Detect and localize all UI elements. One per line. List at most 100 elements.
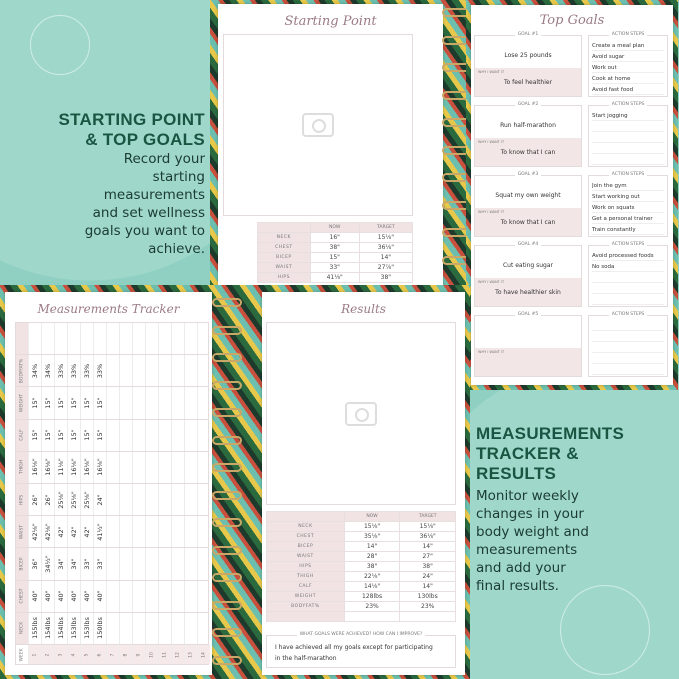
tracker-cell[interactable]: 15" — [41, 419, 54, 451]
tracker-cell[interactable]: 36" — [28, 548, 41, 580]
tracker-cell[interactable] — [132, 451, 145, 483]
tracker-cell[interactable] — [119, 548, 132, 580]
tracker-cell[interactable]: 153lbs — [67, 612, 80, 644]
tracker-cell[interactable] — [158, 451, 171, 483]
tracker-cell[interactable] — [158, 484, 171, 516]
tracker-cell[interactable] — [145, 419, 158, 451]
tracker-cell[interactable] — [106, 580, 119, 612]
tracker-cell[interactable] — [197, 548, 210, 580]
tracker-cell[interactable] — [145, 323, 158, 355]
tracker-cell[interactable]: 15" — [67, 419, 80, 451]
tracker-cell[interactable] — [184, 580, 197, 612]
tracker-cell[interactable]: 16⅛" — [67, 451, 80, 483]
tracker-cell[interactable]: 41½" — [93, 516, 106, 548]
tracker-cell[interactable] — [197, 355, 210, 387]
tracker-cell[interactable]: 15" — [93, 387, 106, 419]
tracker-cell[interactable] — [158, 516, 171, 548]
tracker-cell[interactable] — [119, 387, 132, 419]
tracker-cell[interactable] — [132, 419, 145, 451]
tracker-cell[interactable] — [197, 484, 210, 516]
photo-placeholder[interactable] — [266, 322, 456, 505]
action-steps-box[interactable]: ACTION STEPS Join the gym Start working ou… — [588, 172, 668, 237]
tracker-cell[interactable] — [119, 451, 132, 483]
tracker-cell[interactable]: 16⅛" — [93, 451, 106, 483]
tracker-cell[interactable]: 40" — [28, 580, 41, 612]
tracker-cell[interactable]: 34% — [28, 355, 41, 387]
tracker-cell[interactable] — [145, 355, 158, 387]
tracker-cell[interactable] — [184, 612, 197, 644]
tracker-cell[interactable] — [145, 484, 158, 516]
tracker-cell[interactable]: 154lbs — [54, 612, 67, 644]
tracker-cell[interactable] — [132, 516, 145, 548]
tracker-cell[interactable] — [132, 484, 145, 516]
tracker-cell[interactable] — [171, 323, 184, 355]
goal-box[interactable]: GOAL #4 Cut eating sugar WHY I WANT IT To h… — [474, 242, 582, 307]
tracker-cell[interactable] — [184, 516, 197, 548]
tracker-cell[interactable] — [184, 419, 197, 451]
tracker-cell[interactable]: 26" — [41, 484, 54, 516]
tracker-cell[interactable] — [184, 451, 197, 483]
goal-box[interactable]: GOAL #3 Squat my own weight WHY I WANT IT T… — [474, 172, 582, 237]
tracker-cell[interactable] — [197, 419, 210, 451]
tracker-cell[interactable]: 25⅛" — [80, 484, 93, 516]
action-steps-box[interactable]: ACTION STEPS Start jogging — [588, 102, 668, 167]
tracker-cell[interactable] — [145, 387, 158, 419]
tracker-cell[interactable] — [132, 387, 145, 419]
tracker-cell[interactable] — [171, 580, 184, 612]
tracker-cell[interactable] — [171, 387, 184, 419]
tracker-cell[interactable] — [132, 548, 145, 580]
tracker-cell[interactable]: 15" — [28, 387, 41, 419]
tracker-cell[interactable] — [145, 580, 158, 612]
tracker-cell[interactable] — [145, 612, 158, 644]
tracker-cell[interactable]: 33% — [80, 355, 93, 387]
goal-box[interactable]: GOAL #1 Lose 25 pounds WHY I WANT IT To fee… — [474, 32, 582, 97]
tracker-cell[interactable] — [119, 484, 132, 516]
tracker-cell[interactable] — [41, 323, 54, 355]
tracker-cell[interactable]: 42⅛" — [28, 516, 41, 548]
tracker-cell[interactable] — [171, 548, 184, 580]
tracker-cell[interactable]: 11⅛" — [54, 451, 67, 483]
tracker-cell[interactable] — [171, 516, 184, 548]
results-notes[interactable]: WHAT GOALS WERE ACHIEVED? HOW CAN I IMPR… — [266, 632, 456, 668]
tracker-cell[interactable] — [119, 516, 132, 548]
tracker-cell[interactable] — [132, 323, 145, 355]
tracker-cell[interactable]: 33% — [67, 355, 80, 387]
tracker-cell[interactable]: 33" — [93, 548, 106, 580]
tracker-cell[interactable]: 150lbs — [93, 612, 106, 644]
tracker-cell[interactable] — [158, 580, 171, 612]
tracker-cell[interactable] — [145, 451, 158, 483]
tracker-cell[interactable] — [171, 355, 184, 387]
tracker-cell[interactable]: 16⅛" — [80, 451, 93, 483]
tracker-cell[interactable]: 15" — [93, 419, 106, 451]
tracker-cell[interactable] — [54, 323, 67, 355]
tracker-cell[interactable] — [93, 323, 106, 355]
tracker-cell[interactable]: 153lbs — [80, 612, 93, 644]
tracker-cell[interactable]: 34% — [41, 355, 54, 387]
tracker-cell[interactable] — [184, 355, 197, 387]
tracker-cell[interactable] — [171, 612, 184, 644]
tracker-cell[interactable]: 34½" — [41, 548, 54, 580]
tracker-cell[interactable] — [80, 323, 93, 355]
tracker-cell[interactable] — [119, 580, 132, 612]
tracker-cell[interactable] — [171, 419, 184, 451]
tracker-cell[interactable] — [158, 355, 171, 387]
tracker-cell[interactable] — [145, 516, 158, 548]
tracker-cell[interactable]: 15" — [67, 387, 80, 419]
tracker-cell[interactable]: 15" — [54, 419, 67, 451]
tracker-cell[interactable] — [197, 612, 210, 644]
tracker-cell[interactable]: 15" — [41, 387, 54, 419]
tracker-cell[interactable]: 16⅛" — [41, 451, 54, 483]
action-steps-box[interactable]: ACTION STEPS Avoid processed foods No soda — [588, 242, 668, 307]
tracker-cell[interactable] — [197, 387, 210, 419]
tracker-cell[interactable] — [132, 580, 145, 612]
tracker-cell[interactable] — [132, 355, 145, 387]
photo-placeholder[interactable] — [223, 34, 413, 216]
tracker-cell[interactable] — [119, 355, 132, 387]
tracker-cell[interactable] — [171, 451, 184, 483]
tracker-cell[interactable] — [184, 323, 197, 355]
tracker-cell[interactable]: 26" — [28, 484, 41, 516]
tracker-cell[interactable] — [106, 516, 119, 548]
tracker-cell[interactable]: 33% — [54, 355, 67, 387]
tracker-cell[interactable] — [158, 387, 171, 419]
tracker-cell[interactable]: 34" — [67, 548, 80, 580]
